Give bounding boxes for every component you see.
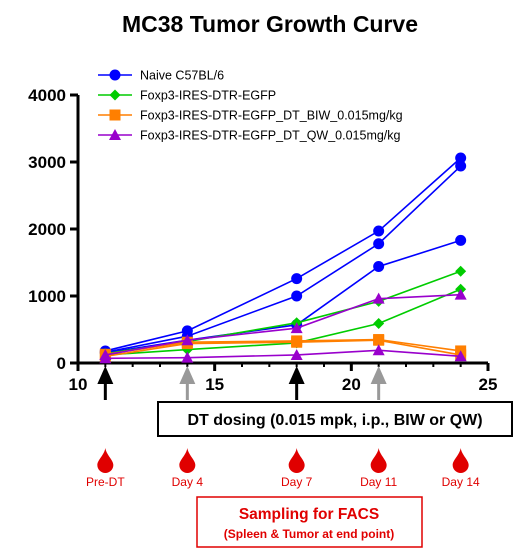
chart-title: MC38 Tumor Growth Curve — [122, 11, 418, 37]
legend-marker — [109, 109, 121, 121]
sampling-label: Day 7 — [281, 475, 313, 489]
series-1 — [99, 152, 467, 359]
dosing-annotation: DT dosing (0.015 mpk, i.p., BIW or QW) — [97, 366, 513, 437]
sampling-annotation: Pre-DT Day 4 Day 7 Day 11 Day 14 — [86, 448, 480, 489]
y-tick-label: 0 — [57, 354, 66, 373]
y-tick-label: 4000 — [28, 86, 66, 105]
sampling-label: Day 4 — [172, 475, 204, 489]
data-point — [181, 334, 194, 346]
data-point — [373, 261, 385, 273]
data-point — [99, 352, 112, 364]
data-point — [455, 152, 467, 164]
blood-drop-icon — [288, 448, 305, 473]
data-point — [373, 317, 385, 329]
data-point — [291, 290, 303, 302]
x-tick-label: 20 — [342, 375, 361, 394]
blood-drop-icon — [179, 448, 196, 473]
x-tick-label: 10 — [69, 375, 88, 394]
legend-marker — [109, 129, 121, 140]
data-point — [373, 238, 385, 250]
facs-box — [196, 496, 423, 548]
data-point — [373, 334, 385, 346]
facs-title: Sampling for FACS — [239, 506, 379, 523]
dosing-arrow-head — [370, 366, 387, 384]
sampling-label: Day 14 — [442, 475, 480, 489]
data-point — [373, 225, 385, 237]
sampling-label: Pre-DT — [86, 475, 125, 489]
dosing-box — [157, 401, 513, 437]
axes: 0 1000 2000 3000 4000 10 15 20 25 — [28, 86, 497, 394]
y-tick-label: 2000 — [28, 220, 66, 239]
plot-area — [99, 152, 467, 364]
legend-label: Foxp3-IRES-DTR-EGFP_DT_BIW_0.015mg/kg — [140, 109, 403, 123]
legend: Naive C57BL/6 Foxp3-IRES-DTR-EGFP Foxp3-IR… — [98, 69, 403, 143]
data-point — [291, 336, 303, 348]
facs-subtitle: (Spleen & Tumor at end point) — [224, 527, 394, 541]
dosing-arrow-head — [179, 366, 196, 384]
blood-drop-icon — [370, 448, 387, 473]
data-point — [455, 234, 467, 246]
data-point — [455, 265, 467, 277]
dosing-arrow-head — [97, 366, 114, 384]
legend-marker — [109, 89, 121, 101]
data-point — [290, 322, 303, 334]
data-point — [455, 160, 467, 172]
data-point — [372, 292, 385, 304]
series-4 — [99, 288, 467, 364]
series-line — [105, 157, 462, 352]
legend-label: Naive C57BL/6 — [140, 69, 224, 83]
facs-annotation: Sampling for FACS (Spleen & Tumor at end… — [196, 496, 423, 548]
sampling-label: Day 11 — [360, 475, 397, 489]
data-point — [291, 273, 303, 285]
data-point — [290, 348, 303, 360]
x-tick-label: 15 — [205, 375, 224, 394]
legend-marker — [109, 69, 121, 81]
data-point — [372, 344, 385, 356]
data-point — [454, 288, 467, 300]
blood-drop-icon — [452, 448, 469, 473]
dosing-arrow-head — [288, 366, 305, 384]
y-tick-label: 1000 — [28, 287, 66, 306]
blood-drop-icon — [97, 448, 114, 473]
dosing-box-text: DT dosing (0.015 mpk, i.p., BIW or QW) — [187, 412, 482, 429]
legend-label: Foxp3-IRES-DTR-EGFP — [140, 89, 276, 103]
legend-label: Foxp3-IRES-DTR-EGFP_DT_QW_0.015mg/kg — [140, 129, 401, 143]
data-point — [454, 350, 467, 362]
y-tick-label: 3000 — [28, 153, 66, 172]
x-tick-label: 25 — [479, 375, 498, 394]
data-point — [181, 351, 194, 363]
